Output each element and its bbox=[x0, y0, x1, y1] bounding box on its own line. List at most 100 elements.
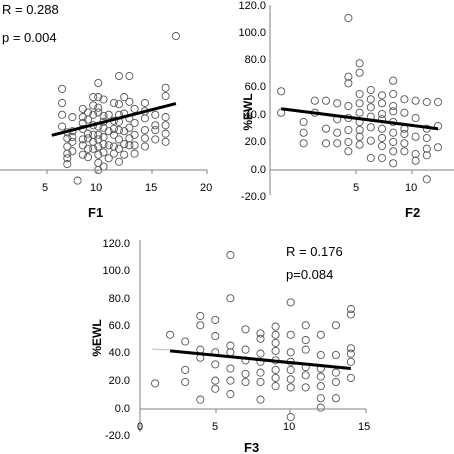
f1-data-point bbox=[58, 84, 67, 93]
f2-data-point bbox=[389, 101, 398, 111]
f2-data-point bbox=[377, 124, 387, 133]
f3-data-point bbox=[226, 390, 235, 399]
f2-data-point bbox=[299, 117, 308, 127]
f2-data-point bbox=[321, 139, 331, 148]
f1-data-point bbox=[140, 114, 149, 123]
f3-data-point bbox=[271, 338, 280, 347]
f1-data-point bbox=[130, 130, 139, 139]
f1-data-point bbox=[151, 110, 160, 119]
f2-data-point bbox=[400, 95, 409, 104]
f1-data-point bbox=[125, 141, 134, 150]
f1-data-point bbox=[161, 129, 170, 138]
f1-data-point bbox=[94, 93, 103, 102]
f3-data-point bbox=[301, 345, 310, 354]
f2-data-point bbox=[277, 87, 286, 96]
f1-data-point bbox=[104, 154, 113, 163]
f3-y-tick-label: 20.0 bbox=[109, 375, 130, 387]
f3-data-point bbox=[301, 321, 310, 330]
f2-data-point bbox=[355, 140, 364, 149]
f3-data-point bbox=[316, 394, 325, 403]
f1-data-point bbox=[161, 83, 170, 92]
f1-data-point bbox=[151, 121, 160, 130]
f3-data-point bbox=[286, 413, 295, 422]
f3-data-point bbox=[181, 365, 190, 374]
f3-data-point bbox=[256, 368, 265, 377]
f1-data-point bbox=[63, 160, 72, 169]
f2-data-point bbox=[355, 59, 364, 68]
f2-data-point bbox=[400, 139, 409, 148]
f1-data-point bbox=[89, 110, 98, 119]
f3-data-point bbox=[346, 310, 355, 319]
f1-data-point bbox=[99, 148, 108, 157]
f3-data-point bbox=[166, 330, 175, 339]
f3-data-point bbox=[331, 350, 340, 360]
f1-data-point bbox=[104, 110, 113, 119]
f3-data-point bbox=[316, 350, 325, 360]
f3-data-point bbox=[271, 330, 280, 339]
f2-data-point bbox=[366, 85, 375, 95]
f3-y-tick-label: 0.0 bbox=[115, 403, 130, 415]
f1-data-point bbox=[120, 127, 129, 136]
f3-data-point bbox=[286, 375, 295, 384]
f1-trendline bbox=[51, 102, 177, 137]
f2-data-point bbox=[377, 91, 387, 100]
f2-data-point bbox=[333, 139, 342, 148]
panel-f3: 120.0 100.0 80.0 60.0 40.0 20.0 0.0 -20.… bbox=[90, 238, 370, 454]
panel-f1: 5 10 15 20 F1 R = 0.288 p = 0.004 bbox=[0, 2, 212, 220]
f1-data-point bbox=[68, 113, 77, 122]
f2-y-tick-label: -20.0 bbox=[241, 191, 266, 203]
f2-data-point bbox=[366, 123, 375, 132]
f2-data-point bbox=[411, 132, 420, 141]
f3-data-point bbox=[256, 349, 265, 358]
f1-data-point bbox=[94, 150, 103, 159]
f3-data-point bbox=[241, 377, 250, 387]
f3-data-point bbox=[316, 382, 325, 391]
f3-data-point bbox=[331, 321, 340, 330]
f3-data-point bbox=[346, 357, 355, 366]
f2-data-point bbox=[377, 99, 387, 108]
f1-data-point bbox=[89, 144, 98, 153]
f2-data-point bbox=[422, 151, 431, 160]
f2-data-point bbox=[400, 147, 409, 156]
f2-trendline bbox=[281, 107, 439, 131]
f1-data-point bbox=[130, 118, 139, 128]
f1-data-point bbox=[120, 140, 129, 149]
f3-data-point bbox=[211, 384, 220, 393]
f3-data-point bbox=[301, 336, 310, 345]
f2-data-point bbox=[377, 141, 387, 151]
f3-x-tick-label: 10 bbox=[283, 421, 295, 433]
f3-data-point bbox=[346, 305, 355, 314]
f2-x-tick-label: 10 bbox=[405, 182, 417, 194]
f3-data-point bbox=[196, 395, 205, 404]
f1-data-point bbox=[94, 130, 103, 139]
f1-data-point bbox=[99, 162, 108, 171]
f3-data-point bbox=[226, 364, 235, 373]
f2-data-point bbox=[366, 103, 375, 112]
f1-data-point bbox=[109, 149, 118, 158]
f3-data-point bbox=[331, 368, 340, 377]
f2-data-point bbox=[344, 101, 353, 111]
f2-data-point bbox=[389, 128, 398, 137]
f1-data-point bbox=[83, 144, 93, 153]
f1-data-point bbox=[114, 100, 124, 109]
f3-data-point bbox=[316, 372, 325, 381]
f2-data-point bbox=[299, 139, 308, 148]
f1-data-point bbox=[104, 141, 113, 150]
f2-data-point bbox=[344, 147, 353, 156]
f3-data-point bbox=[241, 325, 250, 334]
f3-data-point bbox=[196, 311, 205, 320]
f1-data-point bbox=[63, 149, 72, 158]
f3-x-axis-label: F3 bbox=[244, 440, 259, 454]
f3-data-point bbox=[271, 346, 280, 355]
f1-data-point bbox=[99, 140, 108, 149]
f1-data-point bbox=[78, 113, 87, 122]
f2-y-axis-label: %EWL bbox=[241, 93, 255, 130]
f2-data-point bbox=[344, 137, 353, 147]
f3-data-point bbox=[226, 376, 235, 385]
f3-x-tick-label: 5 bbox=[212, 421, 218, 433]
f2-data-point bbox=[400, 108, 409, 117]
f2-x-axis-label: F2 bbox=[405, 205, 420, 220]
f3-data-point bbox=[346, 373, 355, 382]
f3-data-point bbox=[286, 330, 295, 339]
f1-data-point bbox=[89, 101, 98, 110]
